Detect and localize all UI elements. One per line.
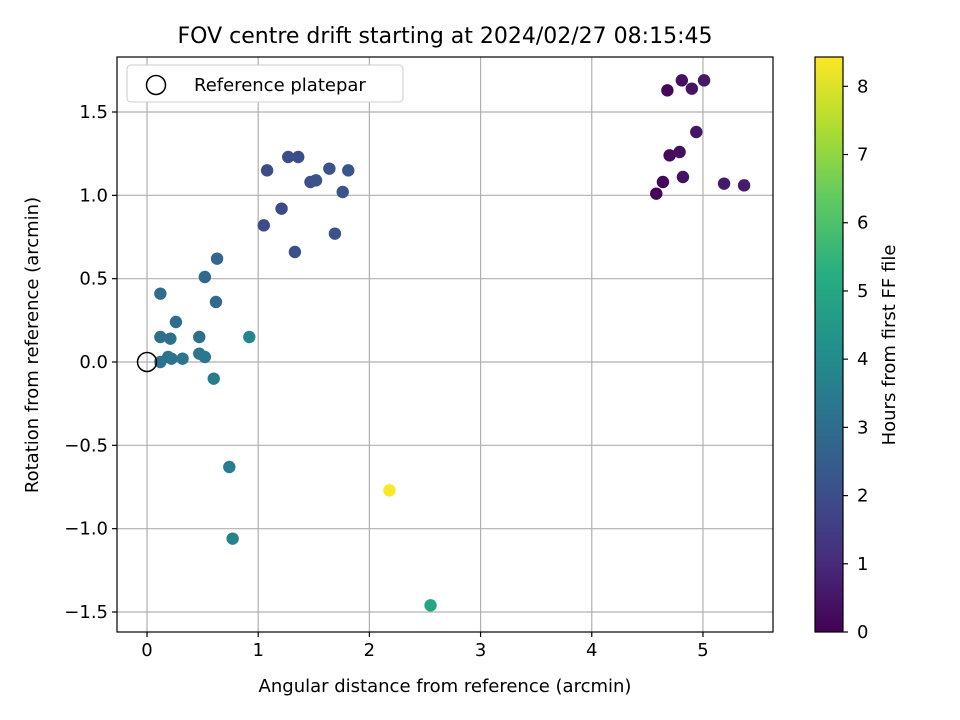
data-point — [210, 252, 224, 265]
colorbar-tick-label: 0 — [857, 622, 868, 643]
data-point — [154, 330, 167, 344]
data-point — [226, 532, 239, 545]
data-point — [193, 330, 206, 344]
colorbar-tick-label: 4 — [857, 349, 868, 370]
colorbar-tick-label: 1 — [857, 554, 868, 575]
y-tick-label: −0.5 — [64, 435, 108, 456]
x-tick-label: 5 — [697, 640, 708, 661]
data-point — [260, 164, 274, 177]
data-point — [424, 599, 437, 612]
data-point — [292, 150, 305, 164]
data-point — [257, 219, 270, 232]
data-point — [676, 170, 690, 184]
x-axis-ticks: 0 1 2 3 4 5 — [141, 632, 709, 661]
data-point — [165, 352, 178, 365]
data-point — [717, 177, 731, 190]
data-point — [198, 350, 212, 364]
data-point — [663, 149, 676, 162]
data-point — [154, 287, 167, 300]
plot-area-frame — [116, 56, 774, 633]
data-point — [336, 185, 349, 199]
colorbar-tick-label: 7 — [857, 145, 868, 166]
chart-title: FOV centre drift starting at 2024/02/27 … — [178, 24, 713, 49]
y-tick-label: −1.5 — [64, 602, 108, 623]
legend-box — [126, 64, 404, 103]
y-tick-label: −1.0 — [64, 519, 108, 540]
y-tick-label: 1.0 — [79, 185, 108, 206]
colorbar-gradient — [814, 56, 844, 633]
data-point — [176, 352, 189, 365]
grid-lines — [117, 57, 773, 632]
y-tick-label: 1.5 — [79, 102, 108, 123]
data-point — [737, 179, 751, 192]
data-point — [164, 332, 177, 345]
y-axis-ticks: −1.5 −1.0 −0.5 0.0 0.5 1.0 1.5 — [64, 102, 117, 623]
data-point — [282, 150, 295, 164]
colorbar: 0 1 2 3 4 5 6 7 8 Hours from first FF file — [814, 56, 900, 643]
data-point — [323, 162, 336, 175]
x-tick-label: 0 — [141, 640, 152, 661]
legend: Reference platepar — [126, 64, 404, 103]
colorbar-tick-label: 2 — [857, 486, 868, 507]
colorbar-tick-label: 6 — [857, 213, 868, 234]
data-point — [697, 74, 711, 87]
colorbar-tick-label: 5 — [857, 281, 868, 302]
y-tick-label: 0.0 — [79, 352, 108, 373]
data-point — [243, 330, 256, 344]
data-points — [154, 74, 751, 612]
colorbar-label: Hours from first FF file — [879, 245, 900, 446]
data-point — [328, 227, 342, 240]
data-point — [207, 372, 220, 385]
data-point — [342, 164, 355, 177]
data-point — [383, 484, 396, 497]
colorbar-tick-label: 8 — [857, 76, 868, 97]
data-point — [685, 82, 699, 95]
data-point — [169, 315, 183, 329]
x-axis-label: Angular distance from reference (arcmin) — [259, 676, 632, 697]
data-point — [288, 245, 302, 259]
data-point — [650, 187, 663, 200]
reference-point-marker — [136, 351, 158, 373]
x-tick-label: 4 — [586, 640, 597, 661]
data-point — [209, 295, 223, 309]
data-point — [673, 145, 686, 159]
data-point — [661, 84, 674, 97]
x-tick-label: 3 — [475, 640, 486, 661]
colorbar-ticks: 0 1 2 3 4 5 6 7 8 — [843, 76, 868, 643]
data-point — [690, 125, 703, 139]
x-tick-label: 2 — [364, 640, 375, 661]
legend-label: Reference platepar — [194, 75, 366, 96]
data-point — [675, 74, 689, 87]
data-point — [154, 355, 167, 369]
data-point — [275, 202, 288, 215]
y-axis-label: Rotation from reference (arcmin) — [22, 197, 43, 493]
data-point — [309, 174, 323, 187]
legend-marker-icon — [145, 74, 167, 96]
y-tick-label: 0.5 — [79, 269, 108, 290]
data-point — [223, 460, 236, 474]
colorbar-tick-label: 3 — [857, 417, 868, 438]
data-point — [198, 270, 212, 284]
x-tick-label: 1 — [252, 640, 263, 661]
data-point — [656, 175, 670, 189]
